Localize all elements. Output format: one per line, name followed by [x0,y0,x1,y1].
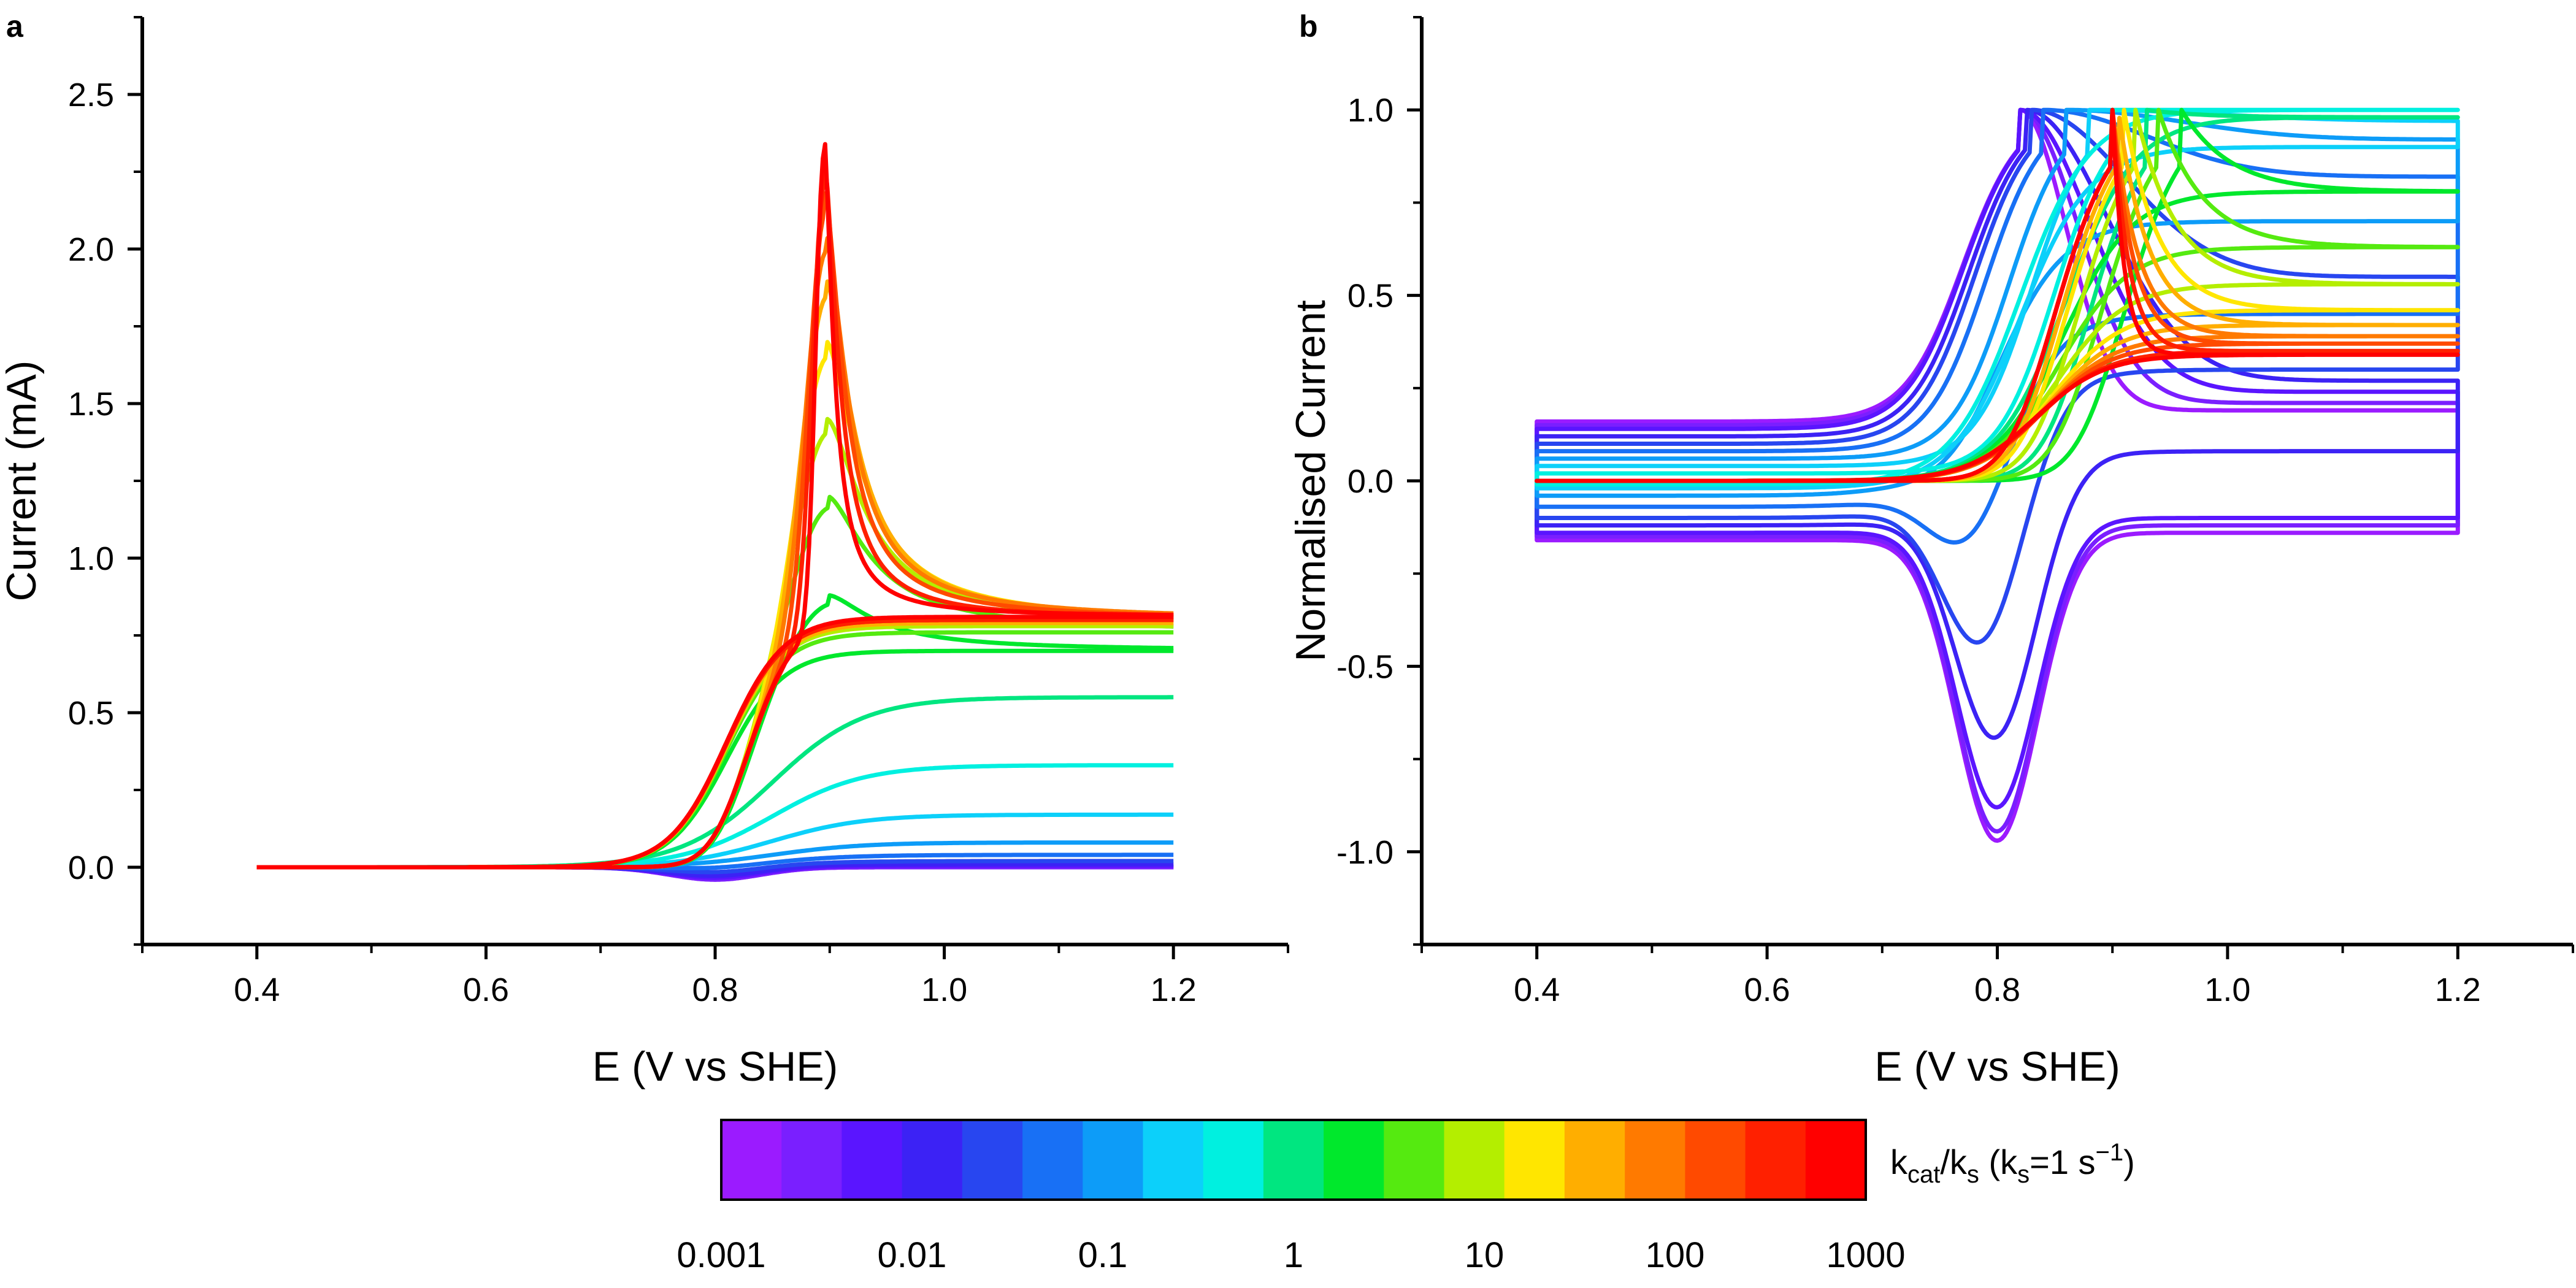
panel-a-curves [256,142,1174,882]
colorbar-title-sup: −1 [2096,1139,2124,1166]
colorbar: 0.001 0.01 0.1 1 10 100 1000 kcat/ks (ks=1 s−1… [677,1119,2135,1275]
y-tick-label: 0.0 [1347,463,1393,500]
colorbar-swatch [1805,1120,1866,1200]
colorbar-segments [721,1120,1866,1200]
panel-a-x-axis-title: E (V vs SHE) [592,1043,838,1090]
panel-b-series [1535,107,2460,843]
y-tick-label: 1.5 [68,386,114,423]
panel-a-ticks: 0.4 0.6 0.8 1.0 1.2 0.0 0.5 1.0 1.5 2.0 2.5 [68,16,1289,1008]
colorbar-swatch [1143,1120,1204,1200]
colorbar-swatch [1564,1120,1625,1200]
colorbar-title-slash: /k [1940,1143,1968,1181]
panel-a-series-return [256,615,1174,870]
colorbar-title-close: ) [2123,1143,2135,1181]
panel-a-series [256,142,1174,870]
colorbar-swatch [1685,1120,1746,1200]
x-tick-label: 1.0 [921,972,967,1008]
x-tick-label: 0.8 [692,972,738,1008]
colorbar-title-k: k [1890,1143,1908,1181]
colorbar-frame [720,1119,1867,1201]
colorbar-swatch [1504,1120,1565,1200]
colorbar-title: kcat/ks (ks=1 s−1) [1890,1139,2135,1188]
panel-b-series [1535,107,2460,491]
x-tick-label: 1.0 [2204,972,2250,1008]
y-tick-label: 2.0 [68,231,114,268]
panel-b-y-axis-title: Normalised Current [1287,300,1334,662]
colorbar-tick-label: 1 [1284,1235,1303,1275]
panel-b-ticks: 0.4 0.6 0.8 1.0 1.2 -1.0 -0.5 0.0 0.5 1.0 [1336,16,2574,1008]
colorbar-tick-label: 0.01 [878,1235,947,1275]
colorbar-swatch [1444,1120,1505,1200]
colorbar-title-eq: =1 s [2030,1143,2095,1181]
panel-b-series [1535,107,2460,810]
colorbar-swatch [781,1120,842,1200]
colorbar-tick-labels: 0.001 0.01 0.1 1 10 100 1000 [677,1235,1905,1275]
panel-b-series [1535,107,2460,740]
y-tick-label: -1.0 [1336,834,1393,871]
colorbar-tick-label: 1000 [1826,1235,1905,1275]
y-tick-label: 0.0 [68,849,114,886]
colorbar-tick-label: 10 [1465,1235,1505,1275]
colorbar-tick-label: 0.1 [1078,1235,1128,1275]
panel-b-x-axis-title: E (V vs SHE) [1874,1043,2120,1090]
colorbar-title-sub-s2: s [2017,1161,2030,1188]
colorbar-title-sub-cat: cat [1907,1161,1940,1188]
y-tick-label: 0.5 [68,695,114,732]
y-tick-label: -0.5 [1336,648,1393,685]
colorbar-swatch [1083,1120,1144,1200]
colorbar-swatch [1625,1120,1685,1200]
panel-b-series [1535,107,2460,483]
colorbar-tick-label: 0.001 [677,1235,765,1275]
x-tick-label: 1.2 [1151,972,1197,1008]
panel-b-series [1535,107,2460,645]
panel-a-y-axis-title: Current (mA) [0,361,45,602]
panel-a: a 0.4 0.6 0.8 1.0 1.2 0.0 0.5 1.0 1.5 2.0 2.5 E (V… [0,9,1289,1090]
colorbar-swatch [721,1120,782,1200]
colorbar-title-sub-s: s [1967,1161,1979,1188]
y-tick-label: 1.0 [68,540,114,577]
y-tick-label: 0.5 [1347,278,1393,315]
colorbar-swatch [1324,1120,1384,1200]
panel-letter-a: a [6,9,24,44]
colorbar-swatch [1022,1120,1083,1200]
x-tick-label: 0.4 [234,972,280,1008]
colorbar-swatch [841,1120,903,1200]
panel-a-series [256,593,1174,870]
colorbar-swatch [962,1120,1023,1200]
colorbar-swatch [902,1120,963,1200]
panel-b-curves [1535,107,2460,843]
panel-b: b 0.4 0.6 0.8 1.0 1.2 -1.0 -0.5 0.0 0.5 1.0 E (V … [1287,9,2574,1090]
y-tick-label: 2.5 [68,77,114,113]
panel-b-series [1535,107,2460,545]
colorbar-swatch [1745,1120,1806,1200]
x-tick-label: 0.8 [1974,972,2020,1008]
y-tick-label: 1.0 [1347,92,1393,129]
x-tick-label: 0.6 [1744,972,1790,1008]
x-tick-label: 0.4 [1514,972,1560,1008]
x-tick-label: 1.2 [2435,972,2481,1008]
colorbar-title-paren: (k [1979,1143,2018,1181]
panel-b-series [1535,107,2460,498]
colorbar-tick-label: 100 [1646,1235,1705,1275]
x-tick-label: 0.6 [463,972,509,1008]
colorbar-swatch [1203,1120,1264,1200]
panel-b-series [1535,107,2460,834]
panel-a-series [256,494,1174,870]
panel-letter-b: b [1299,9,1318,44]
colorbar-swatch [1263,1120,1324,1200]
colorbar-swatch [1384,1120,1445,1200]
